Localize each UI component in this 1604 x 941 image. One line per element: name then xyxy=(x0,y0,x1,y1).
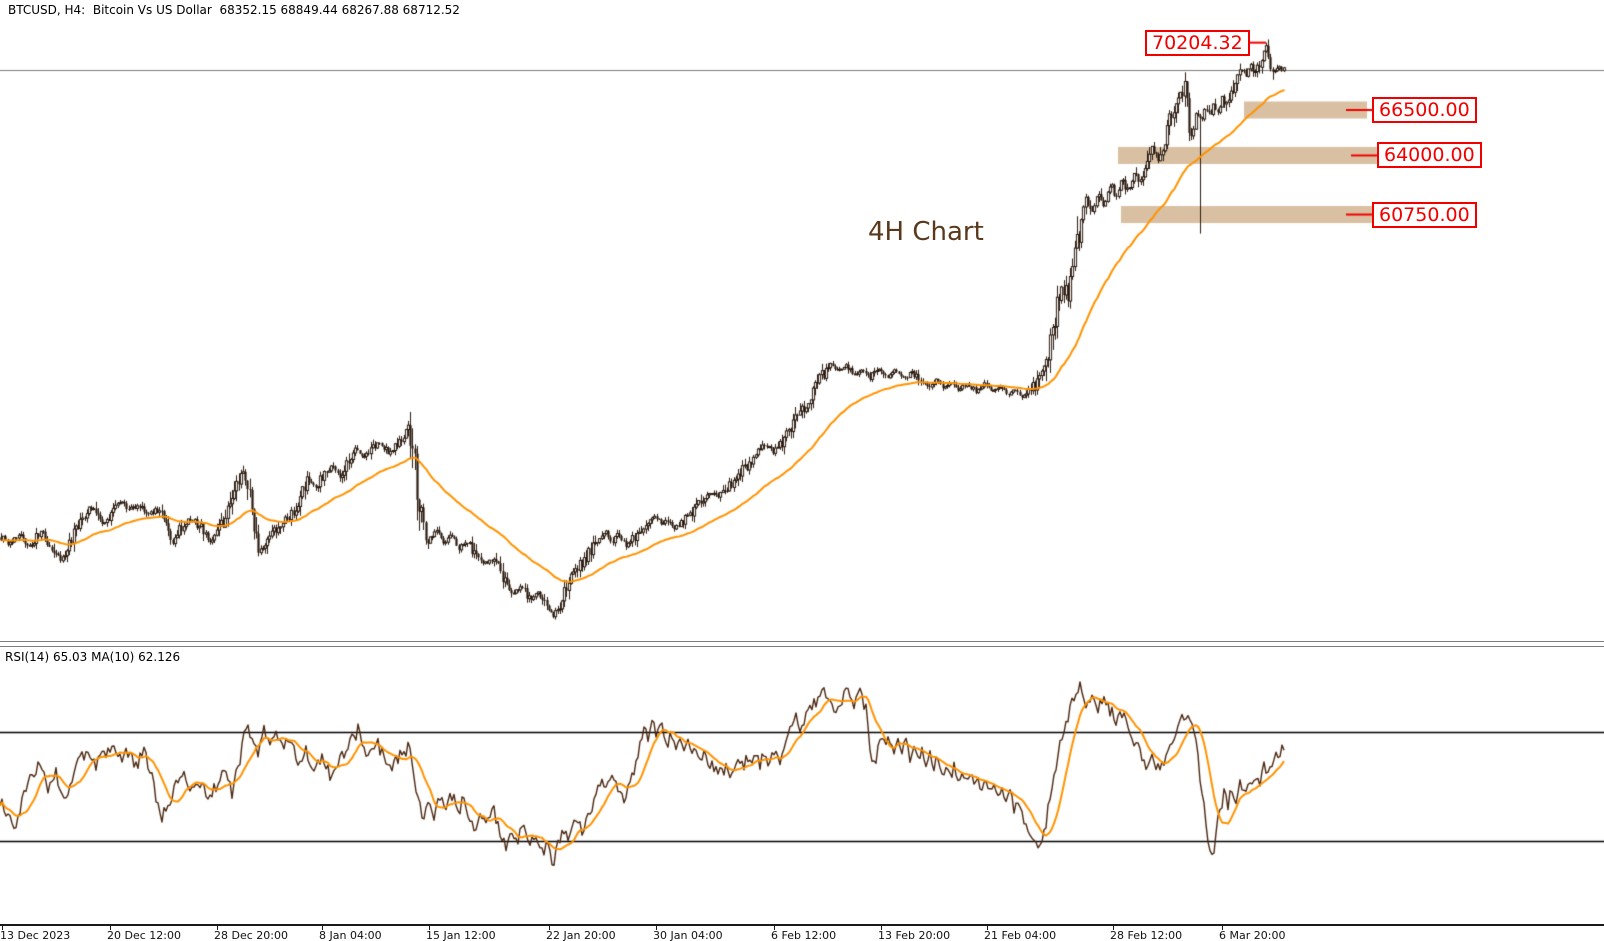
x-axis-tick-label: 8 Jan 04:00 xyxy=(319,929,382,941)
chart-annotation-4h[interactable]: 4H Chart xyxy=(868,217,984,247)
x-axis-tick-label: 28 Feb 12:00 xyxy=(1110,929,1183,941)
panel-separator[interactable] xyxy=(0,641,1604,647)
x-axis-tick-mark xyxy=(549,926,550,930)
price-label-high[interactable]: 70204.32 xyxy=(1145,29,1250,56)
x-axis-tick-label: 15 Jan 12:00 xyxy=(426,929,496,941)
x-axis-tick-label: 20 Dec 12:00 xyxy=(107,929,181,941)
x-axis-tick-mark xyxy=(322,926,323,930)
x-axis-tick-mark xyxy=(1222,926,1223,930)
x-axis-tick-mark xyxy=(881,926,882,930)
x-axis-tick-mark xyxy=(1113,926,1114,930)
chart-title: BTCUSD, H4: Bitcoin Vs US Dollar 68352.1… xyxy=(8,3,460,17)
x-axis[interactable]: 13 Dec 2023 20 Dec 12:00 28 Dec 20:00 8 Jan… xyxy=(0,924,1604,941)
price-label-zone[interactable]: 60750.00 xyxy=(1372,201,1477,228)
x-axis-tick-mark xyxy=(774,926,775,930)
main-chart-canvas[interactable] xyxy=(0,0,1604,641)
x-axis-tick-label: 28 Dec 20:00 xyxy=(214,929,288,941)
x-axis-tick-label: 21 Feb 04:00 xyxy=(984,929,1057,941)
x-axis-tick-mark xyxy=(110,926,111,930)
rsi-panel-canvas[interactable] xyxy=(0,647,1604,924)
x-axis-tick-mark xyxy=(2,926,3,930)
x-axis-tick-mark xyxy=(656,926,657,930)
x-axis-tick-label: 6 Mar 20:00 xyxy=(1219,929,1286,941)
x-axis-tick-label: 30 Jan 04:00 xyxy=(653,929,723,941)
x-axis-tick-mark xyxy=(217,926,218,930)
x-axis-tick-label: 13 Dec 2023 xyxy=(0,929,71,941)
x-axis-tick-mark xyxy=(429,926,430,930)
x-axis-tick-label: 13 Feb 20:00 xyxy=(878,929,951,941)
rsi-indicator-label: RSI(14) 65.03 MA(10) 62.126 xyxy=(5,650,181,664)
price-label-zone[interactable]: 64000.00 xyxy=(1377,142,1482,169)
x-axis-tick-label: 6 Feb 12:00 xyxy=(771,929,837,941)
price-label-zone[interactable]: 66500.00 xyxy=(1372,97,1477,123)
x-axis-tick-label: 22 Jan 20:00 xyxy=(546,929,616,941)
x-axis-tick-mark xyxy=(987,926,988,930)
